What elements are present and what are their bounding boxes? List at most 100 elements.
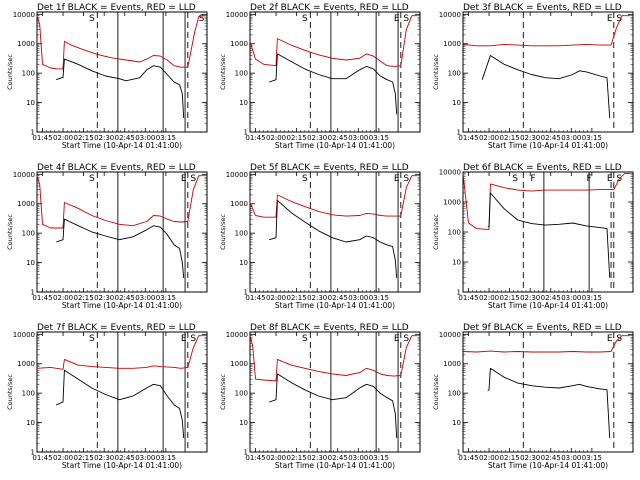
y-axis-label: Counts/sec — [432, 214, 440, 250]
x-tick-label: 01:45 — [245, 454, 265, 462]
plot-frame — [36, 11, 208, 133]
y-tick-label: 10 — [239, 99, 248, 107]
x-axis-label: Start Time (10-Apr-14 01:41:00) — [488, 141, 608, 150]
y-tick-label: 1 — [31, 129, 35, 137]
detector-panel-2: Det 2f BLACK = Events, RED = LLD 1 10 100 10… — [219, 3, 421, 150]
x-tick-label: 03:15 — [156, 454, 176, 462]
x-tick-label: 03:00 — [348, 294, 368, 302]
x-axis-label: Start Time (10-Apr-14 01:41:00) — [62, 461, 182, 470]
plot-frame — [462, 331, 634, 453]
x-tick-label: 01:45 — [32, 134, 52, 142]
marker-letter: E — [607, 334, 613, 344]
y-tick-label: 100 — [235, 390, 248, 398]
x-tick-label: 01:45 — [245, 134, 265, 142]
x-tick-label: 02:15 — [287, 294, 307, 302]
x-tick-label: 03:15 — [582, 134, 602, 142]
y-tick-label: 1 — [457, 289, 461, 297]
y-tick-label: 10 — [452, 99, 461, 107]
x-tick-label: 02:30 — [307, 134, 327, 142]
y-tick-label: 10000 — [13, 331, 35, 339]
marker-letter: S — [89, 14, 95, 24]
x-tick-label: 02:15 — [287, 454, 307, 462]
panel-title: Det 5f BLACK = Events, RED = LLD — [250, 163, 409, 173]
x-axis-label: Start Time (10-Apr-14 01:41:00) — [275, 141, 395, 150]
x-axis-label: Start Time (10-Apr-14 01:41:00) — [275, 461, 395, 470]
y-tick-label: 1000 — [443, 40, 461, 48]
x-tick-label: 02:00 — [479, 134, 499, 142]
lld-line — [249, 175, 418, 218]
y-tick-label: 10 — [239, 419, 248, 427]
plot-frame — [249, 171, 421, 293]
y-tick-label: 100 — [22, 390, 35, 398]
marker-letter: E — [181, 334, 187, 344]
x-tick-label: 02:15 — [500, 294, 520, 302]
x-axis-label: Start Time (10-Apr-14 01:41:00) — [62, 301, 182, 310]
x-tick-label: 02:15 — [500, 454, 520, 462]
y-tick-label: 10000 — [439, 169, 461, 177]
y-tick-label: 1 — [31, 289, 35, 297]
marker-letter: S — [199, 14, 205, 24]
detector-panel-3: Det 3f BLACK = Events, RED = LLD 1 10 100 10… — [432, 3, 634, 150]
x-tick-label: 02:45 — [541, 294, 561, 302]
y-tick-label: 10 — [452, 259, 461, 267]
y-tick-label: 1 — [457, 449, 461, 457]
x-tick-label: 02:00 — [53, 294, 73, 302]
x-tick-label: 02:30 — [307, 294, 327, 302]
marker-letter: E — [394, 334, 400, 344]
x-tick-label: 02:00 — [479, 294, 499, 302]
x-tick-label: 02:00 — [266, 294, 286, 302]
lld-line — [249, 15, 418, 67]
y-tick-label: 10000 — [13, 171, 35, 179]
y-tick-label: 10000 — [439, 11, 461, 19]
y-axis-label: Counts/sec — [219, 214, 227, 250]
x-tick-label: 02:30 — [94, 454, 114, 462]
y-axis-label: Counts/sec — [6, 54, 14, 90]
marker-letter: F — [587, 174, 592, 184]
x-tick-label: 01:45 — [32, 294, 52, 302]
x-tick-label: 03:15 — [582, 454, 602, 462]
y-tick-label: 10 — [26, 99, 35, 107]
x-tick-label: 02:45 — [328, 294, 348, 302]
x-tick-label: 02:45 — [328, 454, 348, 462]
y-tick-label: 1000 — [443, 199, 461, 207]
marker-letter: E — [607, 14, 613, 24]
x-tick-label: 02:45 — [115, 454, 135, 462]
marker-letter: S — [190, 174, 196, 184]
y-tick-label: 1000 — [17, 200, 35, 208]
x-tick-label: 02:15 — [74, 294, 94, 302]
lld-line — [36, 335, 205, 370]
marker-letter: S — [89, 174, 95, 184]
detector-panel-7: Det 7f BLACK = Events, RED = LLD 1 10 100 10… — [6, 323, 208, 470]
plot-frame — [36, 171, 208, 293]
x-tick-label: 02:00 — [53, 134, 73, 142]
panel-title: Det 3f BLACK = Events, RED = LLD — [463, 3, 622, 13]
x-tick-label: 01:45 — [458, 134, 478, 142]
y-tick-label: 10000 — [226, 331, 248, 339]
y-tick-label: 10 — [26, 419, 35, 427]
x-tick-label: 01:45 — [458, 454, 478, 462]
x-tick-label: 02:45 — [541, 454, 561, 462]
x-tick-label: 01:45 — [458, 294, 478, 302]
y-axis-label: Counts/sec — [432, 374, 440, 410]
x-tick-label: 03:15 — [369, 294, 389, 302]
x-axis-label: Start Time (10-Apr-14 01:41:00) — [488, 461, 608, 470]
y-tick-label: 1 — [244, 289, 248, 297]
y-tick-label: 100 — [22, 230, 35, 238]
panel-title: Det 8f BLACK = Events, RED = LLD — [250, 323, 409, 333]
y-tick-label: 100 — [22, 70, 35, 78]
lld-line — [462, 15, 631, 47]
y-tick-label: 100 — [448, 390, 461, 398]
detector-panel-8: Det 8f BLACK = Events, RED = LLD 1 10 100 10… — [219, 323, 421, 470]
marker-letter: E — [181, 174, 187, 184]
detector-panel-1: Det 1f BLACK = Events, RED = LLD 1 10 100 10… — [6, 3, 208, 150]
lld-line — [36, 15, 206, 70]
x-tick-label: 03:00 — [135, 294, 155, 302]
events-line — [56, 369, 185, 439]
y-tick-label: 100 — [235, 230, 248, 238]
x-tick-label: 02:45 — [115, 134, 135, 142]
y-tick-label: 100 — [448, 229, 461, 237]
y-axis-label: Counts/sec — [6, 214, 14, 250]
y-tick-label: 1 — [457, 129, 461, 137]
panel-title: Det 2f BLACK = Events, RED = LLD — [250, 3, 409, 13]
